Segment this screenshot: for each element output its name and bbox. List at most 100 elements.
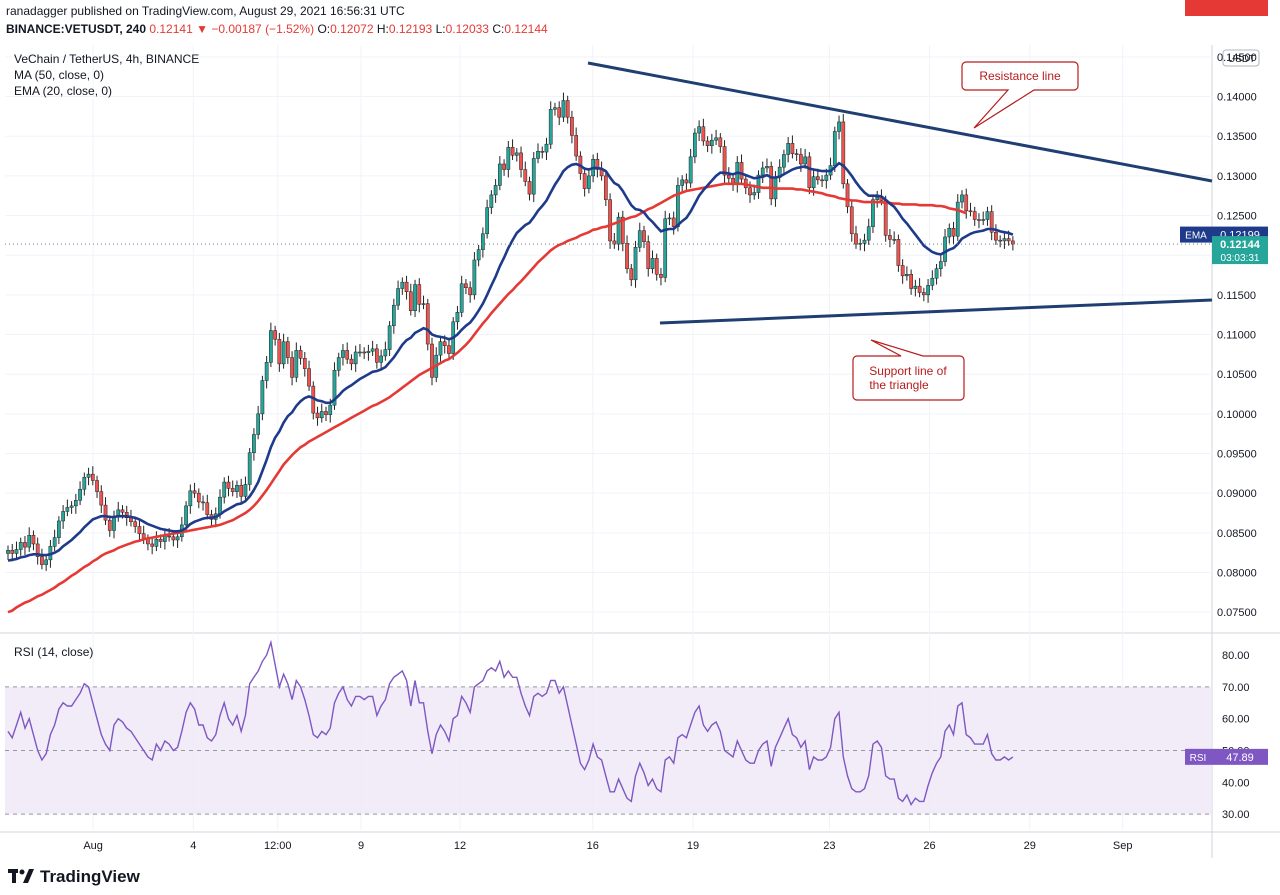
rsi-tick-label: 80.00 [1222,650,1250,662]
candle [972,206,977,226]
price-tag-timer: 03:03:31 [1221,253,1260,264]
candle [57,516,61,544]
candle [201,495,205,511]
candle [837,115,841,140]
tradingview-logo[interactable]: TradingView [8,867,140,887]
candle [608,193,612,249]
candle-body [341,350,345,358]
candle [790,135,795,159]
candle-body [693,132,697,158]
candle [760,161,765,184]
price-tick-label: 0.09000 [1217,488,1257,500]
ma-tag-value: 0.12499 [1220,0,1260,3]
symbol-ohlc-line: BINANCE:VETUSDT, 240 0.12141 ▼ −0.00187 … [6,22,548,36]
candle [493,179,498,203]
price-tick-label: 0.08000 [1217,568,1257,580]
candle [943,229,947,267]
candle-body [943,236,947,262]
candle [587,167,591,194]
candle [222,477,227,504]
candle [481,227,485,258]
candle [408,283,413,316]
candle [379,349,383,371]
candle [565,95,570,124]
candle-body [430,343,434,378]
candle-body [938,261,943,269]
candle [497,156,502,191]
candle-body [807,156,812,189]
candle-body [10,550,15,554]
candle [196,488,201,509]
support-label-line1: Support line of [869,364,947,378]
candle [616,212,621,251]
candle-body [684,179,689,184]
candle [302,351,307,377]
price-tick-label: 0.10000 [1217,409,1257,421]
rsi-tag-label-bg [1185,748,1212,765]
candle-body [896,239,901,266]
candle-body [375,348,379,363]
candle [230,480,235,497]
candle-body [637,230,642,248]
candle-body [926,285,930,296]
candle [184,501,188,532]
candle [536,143,540,164]
candle [137,520,142,542]
candle-body [243,484,248,497]
candle-body [281,341,286,365]
candle-body [561,100,566,118]
candle-body [260,380,265,415]
candle-body [73,500,78,507]
candle [375,344,379,369]
candle [324,406,328,421]
candle-body [506,147,511,170]
low-label: L: [435,22,446,36]
candle [430,337,434,386]
candle-body [697,126,701,134]
rsi-tick-label: 40.00 [1222,777,1250,789]
candle [464,279,468,295]
candle-body [680,179,685,186]
candle-body [404,281,409,292]
candle-body [218,496,222,515]
candle [290,351,294,386]
candle-body [629,268,634,281]
candle [472,252,477,300]
candle-body [659,273,663,278]
time-tick-label: 16 [587,840,599,852]
candle [938,255,943,277]
candle [345,342,350,364]
close-value: 0.12144 [504,22,548,36]
candle [574,127,579,161]
candle-body [964,194,969,212]
last-price: 0.12141 [149,22,193,36]
candle-body [951,227,956,237]
candle [849,200,854,242]
candle-body [603,175,608,200]
candle [866,218,871,245]
candle-body [582,173,587,189]
candle-body [239,485,244,497]
down-arrow-icon: ▼ [196,22,208,36]
candle-body [612,240,617,245]
candle-body [52,537,57,547]
candle-body [782,154,786,168]
candle-body [849,206,854,235]
price-change: −0.00187 (−1.52%) [211,22,315,36]
candle-body [247,452,252,485]
candle-body [523,169,528,182]
support-trendline [659,298,1213,325]
candle-body [548,109,553,145]
price-tick-label: 0.09500 [1217,449,1257,461]
candle [485,199,489,239]
candle-body [756,174,761,193]
candle-body [790,143,795,154]
candle [862,233,867,252]
candle-body [799,154,803,165]
candle [205,494,210,520]
candle-body [82,477,87,490]
candle [502,159,506,176]
candle-body [726,174,731,179]
candle-body [862,239,867,244]
